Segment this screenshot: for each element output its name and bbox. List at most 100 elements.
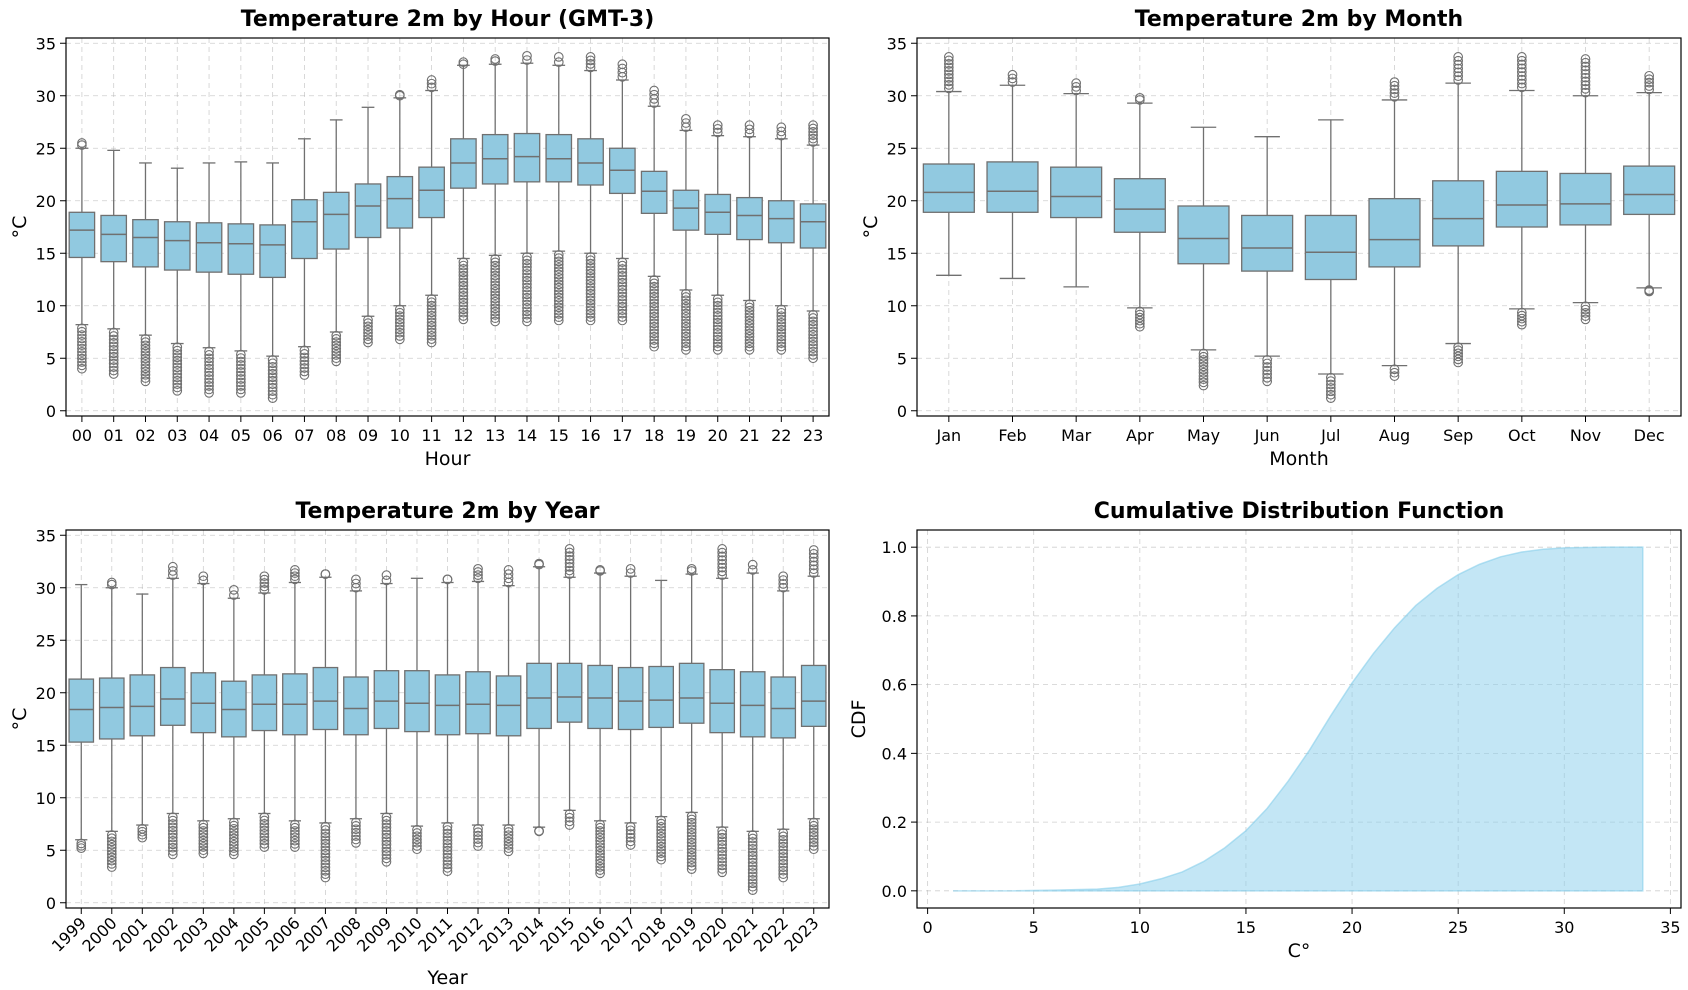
outlier-point: [426, 334, 437, 344]
outlier-point: [649, 325, 659, 335]
outlier-point: [77, 138, 87, 148]
x-tick-label: Mar: [1061, 426, 1092, 445]
outlier-point: [808, 343, 818, 354]
hour-box-04: [195, 162, 223, 398]
outlier-point: [381, 843, 392, 853]
outlier-point: [778, 575, 789, 585]
y-tick-label: 0.6: [882, 676, 907, 695]
outlier-point: [595, 861, 605, 872]
x-tick-label: 2010: [384, 913, 426, 955]
outlier-point: [585, 315, 596, 326]
outlier-point: [717, 570, 728, 581]
outlier-point: [204, 377, 214, 388]
outlier-point: [585, 62, 596, 73]
outlier-point: [1325, 376, 1336, 386]
year-box-2002: [159, 561, 186, 860]
outlier-point: [331, 330, 342, 341]
axes-frame: [65, 529, 830, 909]
outlier-point: [717, 566, 728, 577]
outlier-point: [1262, 376, 1273, 387]
outlier-point: [267, 358, 278, 369]
outlier-point: [473, 823, 483, 834]
outlier-point: [442, 845, 453, 856]
outlier-point: [1644, 77, 1655, 88]
outlier-point: [458, 264, 469, 274]
year-box-2016: [587, 565, 613, 879]
outlier-point: [681, 315, 691, 325]
outlier-point: [595, 826, 605, 836]
outlier-point: [617, 63, 628, 74]
outlier-point: [625, 563, 636, 574]
outlier-point: [198, 819, 209, 830]
outlier-point: [1198, 361, 1209, 372]
outlier-point: [595, 832, 605, 843]
outlier-point: [381, 850, 392, 860]
outlier-point: [77, 357, 87, 367]
outlier-point: [656, 845, 666, 855]
outlier-point: [617, 305, 628, 316]
outlier-point: [564, 569, 575, 579]
outlier-point: [808, 545, 819, 555]
iqr-box: [678, 662, 705, 724]
outlier-point: [137, 832, 148, 843]
x-tick-label: 04: [199, 426, 219, 445]
outlier-point: [943, 66, 954, 76]
outlier-point: [744, 335, 755, 345]
x-tick-label: 19: [676, 426, 696, 445]
x-tick-label: 15: [1236, 918, 1256, 937]
x-tick-label: 2009: [353, 913, 395, 955]
outlier-point: [381, 853, 392, 864]
iqr-box: [1177, 205, 1230, 265]
month-box-Dec: [1623, 70, 1676, 297]
outlier-point: [522, 50, 532, 61]
outlier-point: [106, 862, 117, 872]
outlier-point: [717, 857, 728, 867]
outlier-point: [595, 842, 605, 853]
outlier-point: [776, 321, 787, 332]
iqr-box: [129, 674, 156, 737]
y-tick-label: 0.8: [882, 607, 907, 626]
outlier-point: [412, 831, 422, 842]
outlier-point: [712, 341, 723, 352]
outlier-point: [490, 270, 501, 281]
outlier-point: [681, 325, 691, 335]
outlier-point: [442, 859, 453, 870]
outlier-point: [1516, 71, 1527, 81]
iqr-box: [672, 189, 700, 231]
outlier-point: [808, 123, 818, 134]
outlier-point: [681, 302, 691, 312]
outlier-point: [649, 338, 659, 349]
outlier-point: [267, 389, 278, 400]
outlier-point: [490, 267, 501, 278]
x-tick-label: 2022: [750, 913, 792, 955]
outlier-point: [1198, 358, 1209, 368]
outlier-point: [778, 848, 789, 859]
outlier-point: [717, 559, 728, 569]
outlier-point: [744, 120, 755, 130]
outlier-point: [1389, 77, 1400, 87]
outlier-point: [299, 349, 310, 359]
outlier-point: [585, 292, 596, 302]
outlier-point: [442, 821, 453, 832]
outlier-point: [712, 317, 723, 328]
outlier-point: [426, 327, 437, 338]
outlier-point: [167, 566, 178, 576]
outlier-point: [140, 350, 151, 361]
x-tick-label: 2011: [414, 913, 456, 955]
outlier-point: [1262, 354, 1273, 365]
outlier-point: [259, 842, 270, 852]
outlier-point: [442, 835, 453, 846]
outlier-point: [553, 266, 564, 277]
outlier-point: [473, 834, 483, 844]
outlier-point: [412, 834, 422, 845]
outlier-point: [412, 841, 422, 851]
outlier-point: [1325, 393, 1336, 404]
outlier-point: [808, 817, 819, 828]
outlier-point: [585, 255, 596, 266]
outlier-point: [1516, 319, 1527, 330]
outlier-point: [744, 338, 755, 349]
outlier-point: [204, 384, 214, 395]
outlier-point: [522, 296, 532, 306]
outlier-point: [267, 393, 278, 404]
outlier-point: [106, 836, 117, 847]
